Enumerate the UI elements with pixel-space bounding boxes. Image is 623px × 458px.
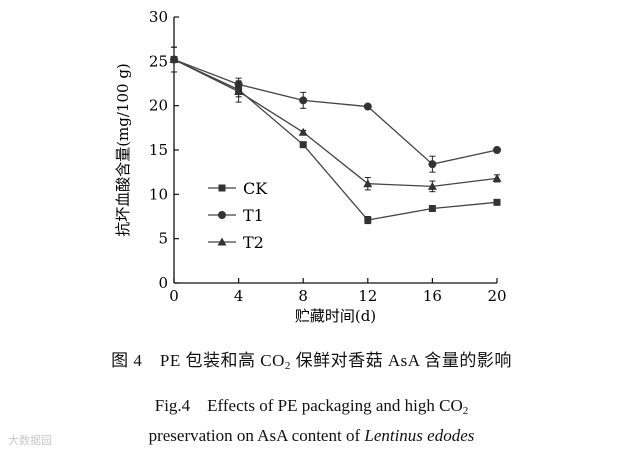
data-point <box>427 181 437 190</box>
data-point <box>218 211 226 219</box>
legend-item-t2: T2 <box>208 233 264 252</box>
data-point <box>493 146 501 154</box>
caption-cn-post: 保鲜对香菇 AsA 含量的影响 <box>290 351 512 370</box>
data-point <box>492 173 502 182</box>
data-point <box>428 205 436 213</box>
y-tick-label: 15 <box>149 141 168 159</box>
y-axis-label: 抗坏血酸含量(mg/100 g) <box>114 63 132 237</box>
data-point <box>218 184 226 192</box>
x-tick-label: 16 <box>423 287 442 305</box>
legend-item-t1: T1 <box>208 206 264 225</box>
chart: 0 4 8 12 16 20 0 5 10 15 20 25 30 CK T1 T2 抗坏血酸含量(mg/1… <box>114 8 507 325</box>
legend-label: CK <box>243 179 268 198</box>
x-axis-label: 贮藏时间(d) <box>295 307 376 325</box>
chart-axes: 0 4 8 12 16 20 0 5 10 15 20 25 30 <box>149 8 507 305</box>
caption-en2-pre: preservation on AsA content of <box>148 426 365 445</box>
data-point <box>363 179 373 188</box>
chart-series <box>169 46 502 225</box>
y-tick-label: 5 <box>158 230 168 248</box>
data-point <box>169 55 179 64</box>
data-point <box>298 127 308 136</box>
y-tick-label: 0 <box>158 274 168 292</box>
caption-en1-pre: Fig.4 Effects of PE packaging and high C… <box>154 396 463 415</box>
data-point <box>234 86 244 95</box>
data-point <box>217 237 227 246</box>
series-t2 <box>169 46 502 193</box>
caption-en2-italic: Lentinus edodes <box>364 426 475 445</box>
x-tick-label: 12 <box>358 287 377 305</box>
series-line <box>173 58 498 165</box>
x-tick-label: 0 <box>169 287 179 305</box>
watermark-text: 大数据园 <box>8 434 52 447</box>
y-tick-label: 10 <box>149 185 168 203</box>
data-point <box>428 160 437 169</box>
y-tick-label: 30 <box>149 8 168 26</box>
series-line <box>173 58 498 221</box>
y-tick-label: 25 <box>149 52 168 70</box>
caption-english-line1: Fig.4 Effects of PE packaging and high C… <box>0 391 623 417</box>
data-point <box>299 141 307 149</box>
legend-label: T1 <box>243 206 264 225</box>
chart-legend: CK T1 T2 <box>208 179 268 252</box>
legend-item-ck: CK <box>208 179 268 198</box>
data-point <box>363 102 372 111</box>
series-ck <box>170 46 501 225</box>
data-point <box>364 216 372 224</box>
x-tick-label: 4 <box>234 287 244 305</box>
x-tick-label: 20 <box>487 287 506 305</box>
legend-label: T2 <box>243 233 264 252</box>
caption-cn-sub: 2 <box>284 360 291 372</box>
y-tick-label: 20 <box>149 97 168 115</box>
x-tick-label: 8 <box>298 287 308 305</box>
series-line <box>173 58 498 188</box>
data-point <box>493 198 501 206</box>
caption-english-line2: preservation on AsA content of Lentinus … <box>0 426 623 446</box>
caption-en1-sub: 2 <box>462 405 469 417</box>
series-t1 <box>170 46 501 173</box>
caption-cn-pre: 图 4 PE 包装和高 CO <box>111 351 285 370</box>
caption-chinese: 图 4 PE 包装和高 CO2 保鲜对香菇 AsA 含量的影响 <box>0 346 623 372</box>
data-point <box>299 96 308 105</box>
